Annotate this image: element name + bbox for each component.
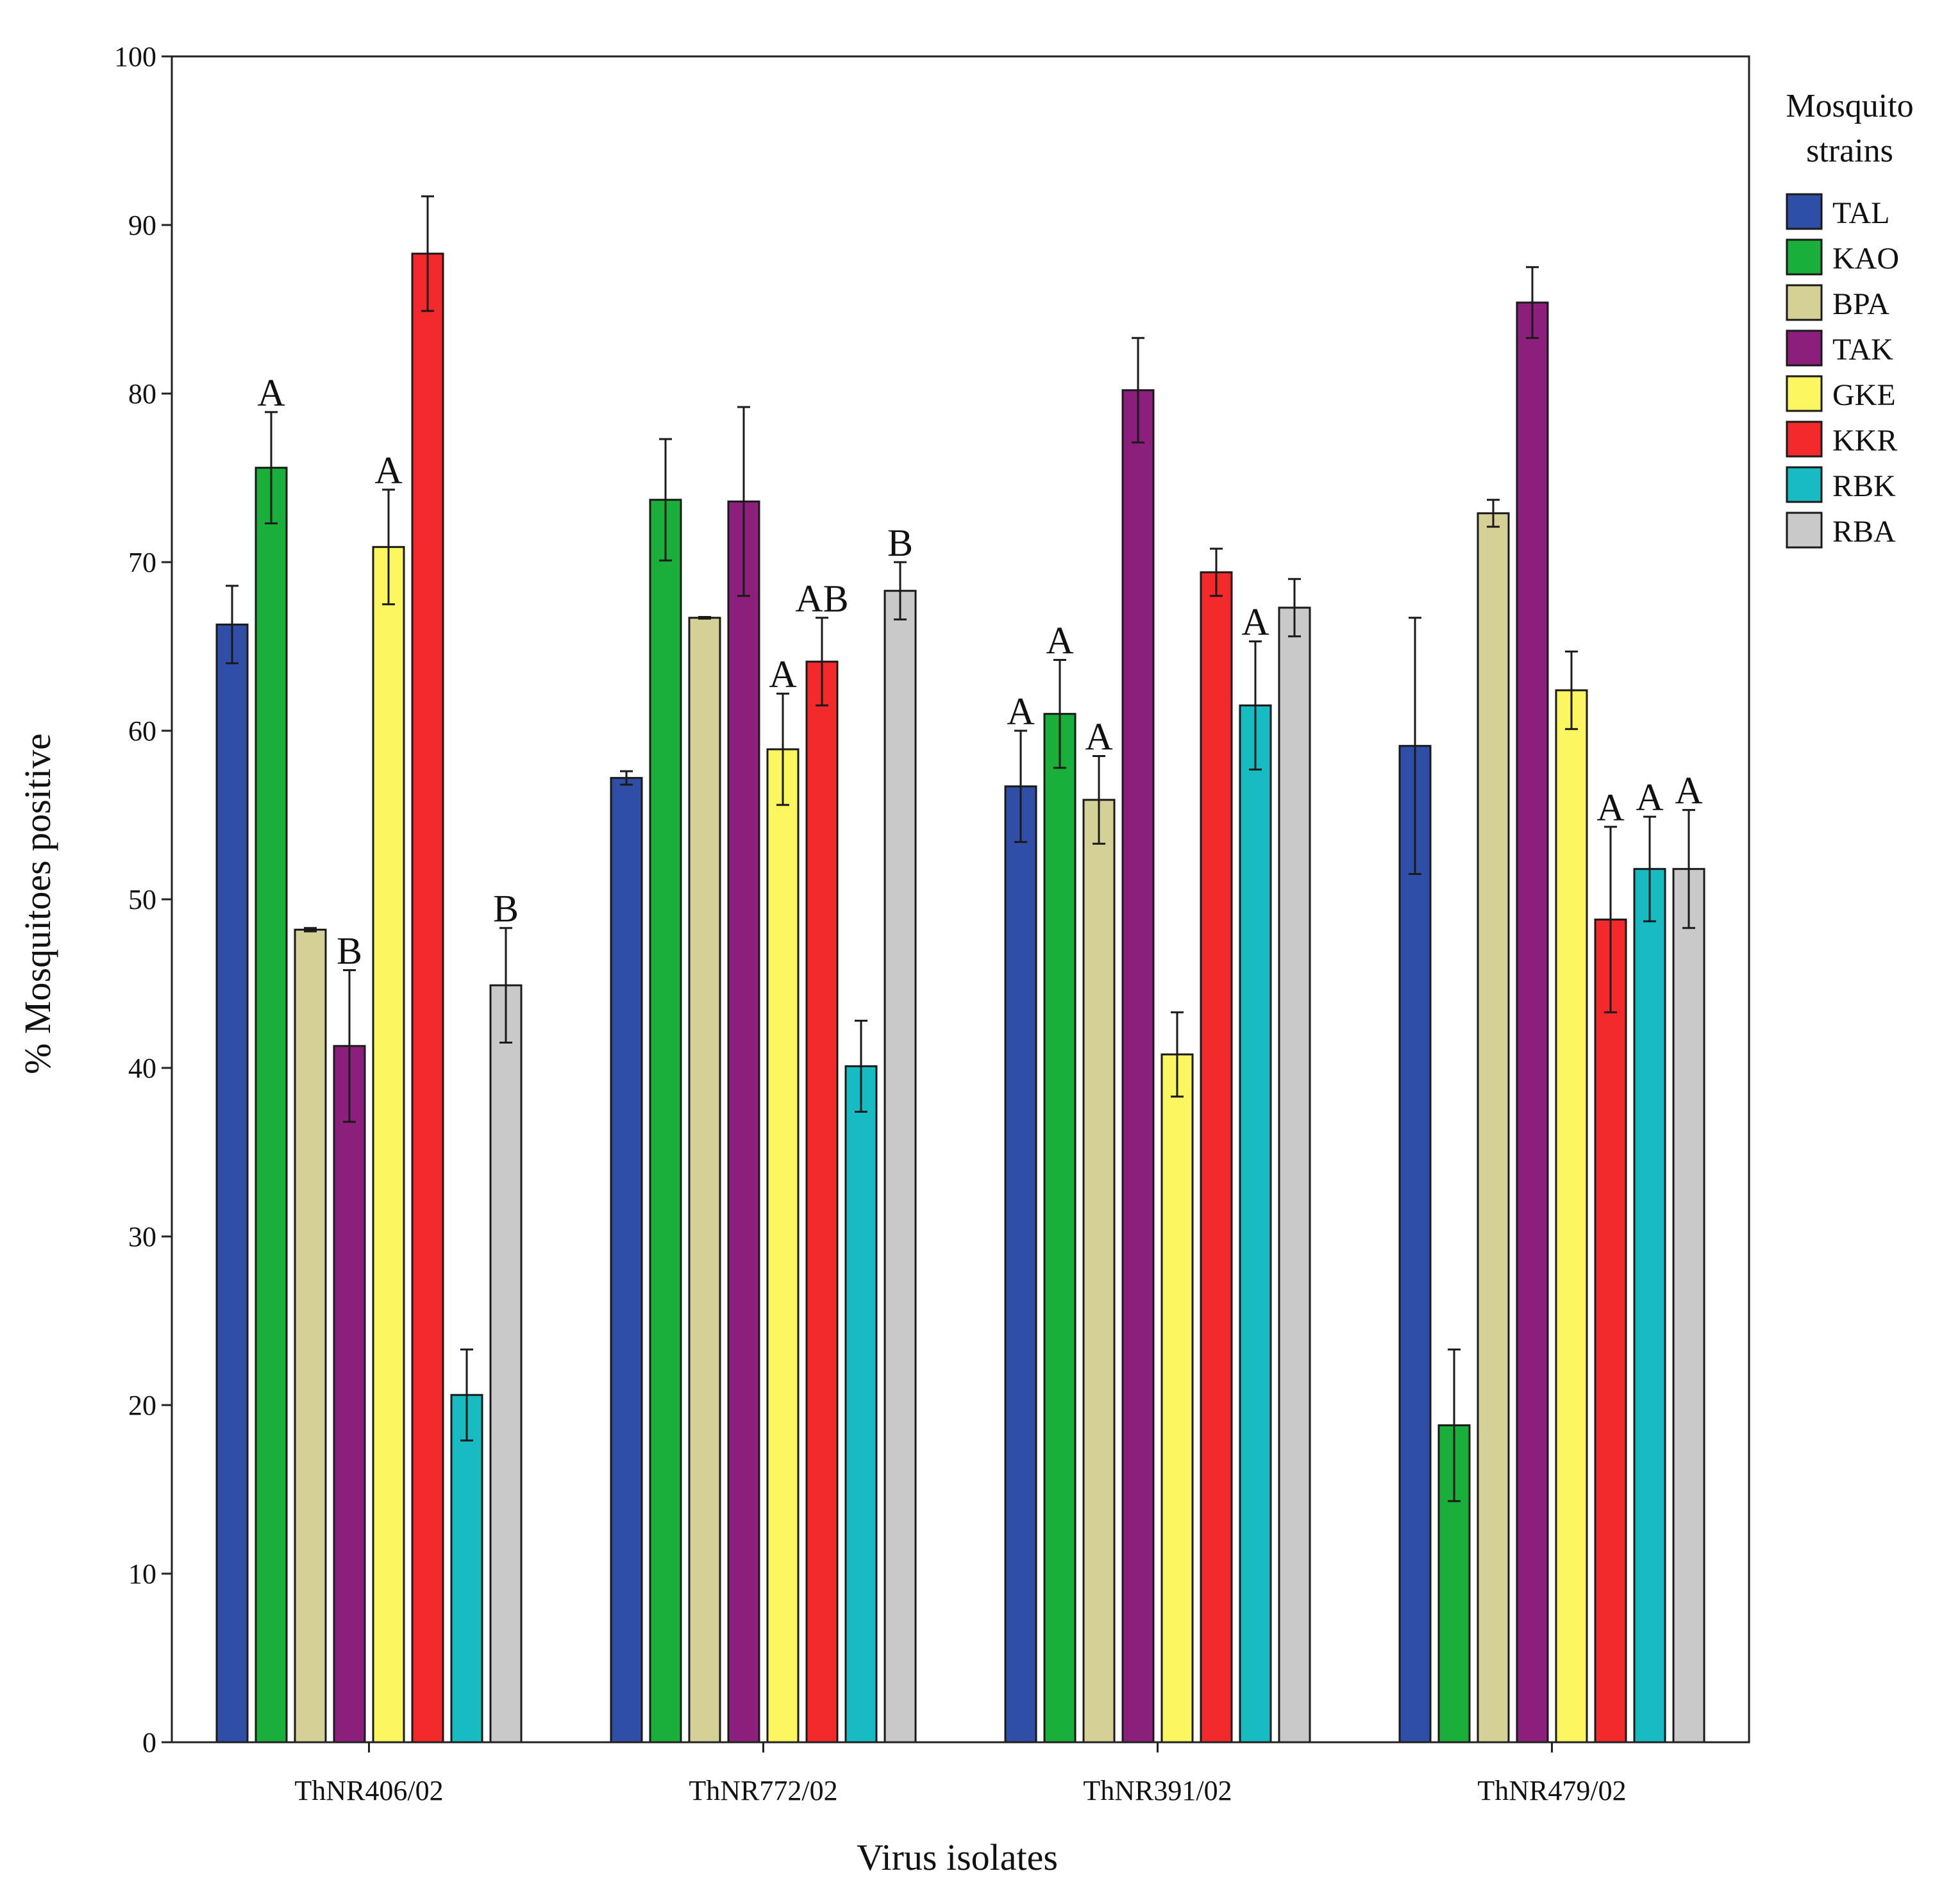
y-tick-label: 80: [128, 378, 156, 410]
bar-tak: [727, 500, 760, 1744]
y-tick-label: 20: [128, 1390, 156, 1421]
legend-swatch-gke: [1786, 375, 1823, 412]
significance-label: AB: [795, 578, 848, 620]
bar-rbk: [844, 1065, 878, 1744]
significance-label: A: [1046, 620, 1073, 662]
y-tick-label: 70: [128, 547, 156, 578]
bar-gke: [372, 545, 405, 1744]
significance-label: B: [887, 522, 913, 564]
legend-label: GKE: [1832, 378, 1896, 412]
bar-rbk: [1239, 704, 1272, 1744]
y-tick-label: 30: [128, 1221, 156, 1253]
legend-swatch-rba: [1786, 512, 1823, 549]
significance-label: A: [1007, 690, 1034, 733]
axes: 0 10 20 30 40 50 60 70 80 90 100 ThNR406/02 ThNR772/…: [114, 41, 1750, 1806]
significance-label: A: [1596, 787, 1624, 829]
bar-kao: [649, 499, 682, 1744]
legend-swatch-kao: [1786, 238, 1823, 276]
y-tick-label: 60: [128, 715, 156, 747]
legend-label: BPA: [1832, 287, 1889, 321]
legend-title: Mosquito: [1786, 88, 1913, 124]
y-tick-label: 90: [128, 210, 156, 241]
bar-bpa: [294, 928, 327, 1744]
bar-kkr: [1200, 571, 1233, 1744]
bar-tal: [1398, 745, 1432, 1744]
y-tick-label: 100: [114, 41, 156, 72]
significance-label: A: [1636, 776, 1663, 819]
bar-kao: [1043, 713, 1076, 1744]
legend-swatch-tak: [1786, 329, 1823, 367]
bar-bpa: [688, 617, 721, 1744]
legend-label: TAK: [1832, 333, 1893, 367]
bar-rba: [1278, 606, 1311, 1744]
x-tick-label: ThNR479/02: [1477, 1775, 1626, 1806]
bar-tal: [610, 777, 643, 1744]
significance-label: A: [769, 653, 796, 695]
x-axis-title: Virus isolates: [857, 1836, 1058, 1878]
legend-label: KAO: [1832, 242, 1899, 276]
significance-label: A: [1675, 770, 1702, 812]
bar-tal: [215, 623, 249, 1744]
bar-bpa: [1477, 512, 1510, 1744]
bar-rbk: [450, 1394, 483, 1744]
legend: Mosquito strains TAL KAO BPA TAK GKE KKR RBK RBA: [1786, 88, 1913, 549]
x-tick-label: ThNR772/02: [689, 1775, 837, 1806]
bar-tal: [1004, 785, 1037, 1744]
bar-tak: [333, 1045, 366, 1744]
y-tick-label: 40: [128, 1053, 156, 1084]
significance-label: A: [374, 449, 402, 492]
legend-swatch-bpa: [1786, 284, 1823, 321]
bar-gke: [1555, 689, 1588, 1744]
significance-label: A: [1085, 715, 1112, 758]
bar-rba: [1672, 868, 1705, 1744]
bar-gke: [1160, 1053, 1194, 1744]
bar-gke: [766, 748, 800, 1744]
significance-label: A: [257, 372, 285, 414]
bar-kkr: [1594, 919, 1627, 1744]
legend-title: strains: [1806, 133, 1893, 169]
legend-swatch-tal: [1786, 193, 1823, 230]
bar-bpa: [1082, 799, 1116, 1744]
y-tick-label: 0: [142, 1727, 156, 1758]
bar-kkr: [411, 253, 444, 1744]
legend-swatch-rbk: [1786, 466, 1823, 503]
y-tick-label: 10: [128, 1558, 156, 1590]
x-tick-label: ThNR391/02: [1083, 1775, 1232, 1806]
significance-label: B: [493, 888, 519, 930]
bar-rbk: [1633, 868, 1666, 1744]
significance-label: B: [337, 929, 362, 972]
bar-kao: [255, 467, 288, 1744]
legend-label: RBK: [1832, 469, 1896, 503]
significance-label: A: [1241, 601, 1269, 644]
y-tick-label: 50: [128, 884, 156, 915]
bar-kkr: [805, 660, 839, 1744]
legend-swatch-kkr: [1786, 420, 1823, 458]
legend-label: TAL: [1832, 196, 1889, 230]
y-axis-title: % Mosquitoes positive: [17, 733, 58, 1074]
x-tick-label: ThNR406/02: [294, 1775, 443, 1806]
legend-label: KKR: [1832, 424, 1897, 458]
bar-tak: [1121, 389, 1155, 1744]
legend-label: RBA: [1832, 515, 1896, 549]
bar-rba: [489, 984, 523, 1744]
bar-tak: [1516, 301, 1549, 1744]
bar-rba: [884, 590, 917, 1744]
